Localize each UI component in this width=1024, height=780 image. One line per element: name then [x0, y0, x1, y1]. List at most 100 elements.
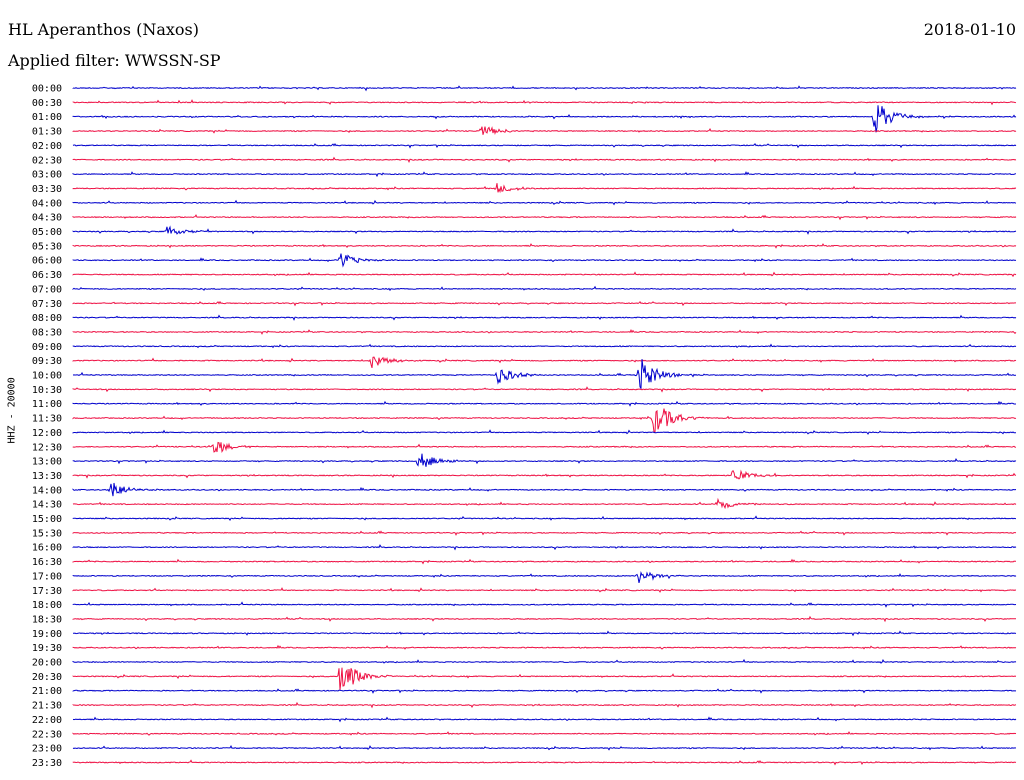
- trace-1330: [72, 469, 1017, 480]
- time-label: 00:30: [32, 98, 62, 109]
- time-label: 01:00: [32, 112, 62, 123]
- trace-0030: [72, 99, 1017, 106]
- time-label: 07:30: [32, 299, 62, 310]
- time-label: 11:00: [32, 399, 62, 410]
- time-label: 16:00: [32, 543, 62, 554]
- record-date: 2018-01-10: [923, 20, 1016, 39]
- time-label: 03:30: [32, 184, 62, 195]
- time-label: 11:30: [32, 414, 62, 425]
- time-label: 14:30: [32, 500, 62, 511]
- trace-1900: [72, 630, 1017, 637]
- trace-0100: [72, 105, 1017, 133]
- trace-1500: [72, 515, 1016, 522]
- trace-1930: [72, 644, 1017, 650]
- time-label: 03:00: [32, 170, 62, 181]
- time-label: 20:30: [32, 672, 62, 683]
- time-label: 12:30: [32, 442, 62, 453]
- trace-0930: [72, 356, 1017, 369]
- time-label: 08:30: [32, 327, 62, 338]
- time-label: 16:30: [32, 557, 62, 568]
- trace-1030: [72, 386, 1017, 393]
- trace-1700: [72, 571, 1017, 584]
- time-label: 04:30: [32, 213, 62, 224]
- time-label: 21:00: [32, 686, 62, 697]
- time-label: 05:00: [32, 227, 62, 238]
- time-label: 17:00: [32, 571, 62, 582]
- time-label: 08:00: [32, 313, 62, 324]
- time-label: 05:30: [32, 241, 62, 252]
- trace-1800: [72, 601, 1017, 608]
- trace-0200: [72, 143, 1017, 149]
- time-label: 02:00: [32, 141, 62, 152]
- time-label: 00:00: [32, 84, 62, 95]
- trace-1730: [72, 587, 1017, 593]
- trace-0900: [72, 343, 1017, 349]
- trace-1230: [72, 441, 1017, 453]
- trace-0700: [72, 285, 1017, 292]
- trace-1830: [72, 615, 1016, 623]
- trace-0830: [72, 329, 1017, 335]
- trace-1130: [72, 408, 1017, 433]
- trace-0530: [72, 243, 1017, 249]
- trace-1200: [72, 429, 1017, 435]
- trace-2100: [72, 688, 1017, 694]
- time-label: 20:00: [32, 658, 62, 669]
- trace-0400: [72, 199, 1017, 206]
- station-title: HL Aperanthos (Naxos): [8, 20, 199, 39]
- trace-0000: [72, 85, 1017, 92]
- time-label: 06:00: [32, 256, 62, 267]
- trace-1530: [72, 530, 1017, 536]
- trace-0130: [72, 126, 1017, 135]
- time-label: 09:30: [32, 356, 62, 367]
- time-label: 09:00: [32, 342, 62, 353]
- trace-2130: [72, 701, 1017, 709]
- time-label: 18:00: [32, 600, 62, 611]
- trace-2030: [72, 667, 1017, 690]
- time-label: 13:30: [32, 471, 62, 482]
- trace-2000: [72, 658, 1017, 664]
- trace-0330: [72, 183, 1017, 194]
- time-label: 13:00: [32, 457, 62, 468]
- trace-0430: [72, 214, 1017, 221]
- time-label: 15:00: [32, 514, 62, 525]
- trace-1400: [72, 482, 1017, 497]
- trace-0600: [72, 253, 1017, 268]
- trace-2230: [72, 731, 1017, 736]
- trace-0230: [72, 156, 1017, 164]
- time-label: 02:30: [32, 155, 62, 166]
- trace-0300: [72, 171, 1017, 178]
- time-label: 22:30: [32, 729, 62, 740]
- trace-2330: [72, 759, 1017, 766]
- time-label: 15:30: [32, 528, 62, 539]
- time-label: 12:00: [32, 428, 62, 439]
- time-label: 19:30: [32, 643, 62, 654]
- trace-0500: [72, 225, 1017, 235]
- time-label: 14:00: [32, 485, 62, 496]
- time-label: 21:30: [32, 701, 62, 712]
- trace-1600: [72, 544, 1017, 551]
- time-label: 17:30: [32, 586, 62, 597]
- trace-0800: [72, 314, 1017, 321]
- time-label: 07:00: [32, 284, 62, 295]
- time-label: 04:00: [32, 198, 62, 209]
- time-label: 06:30: [32, 270, 62, 281]
- time-label: 23:00: [32, 744, 62, 755]
- time-label: 18:30: [32, 614, 62, 625]
- time-label: 01:30: [32, 127, 62, 138]
- time-label: 10:00: [32, 371, 62, 382]
- trace-2200: [72, 716, 1017, 723]
- filter-label: Applied filter: WWSSN-SP: [8, 51, 221, 70]
- time-label: 22:00: [32, 715, 62, 726]
- trace-1630: [72, 558, 1016, 565]
- trace-1100: [72, 400, 1016, 407]
- trace-1430: [72, 497, 1017, 510]
- trace-1000: [72, 359, 1017, 391]
- trace-0630: [72, 271, 1017, 278]
- trace-1300: [72, 453, 1017, 467]
- time-label: 23:30: [32, 758, 62, 769]
- trace-2300: [72, 745, 1017, 751]
- trace-0730: [72, 300, 1016, 307]
- time-label: 10:30: [32, 385, 62, 396]
- time-label: 19:00: [32, 629, 62, 640]
